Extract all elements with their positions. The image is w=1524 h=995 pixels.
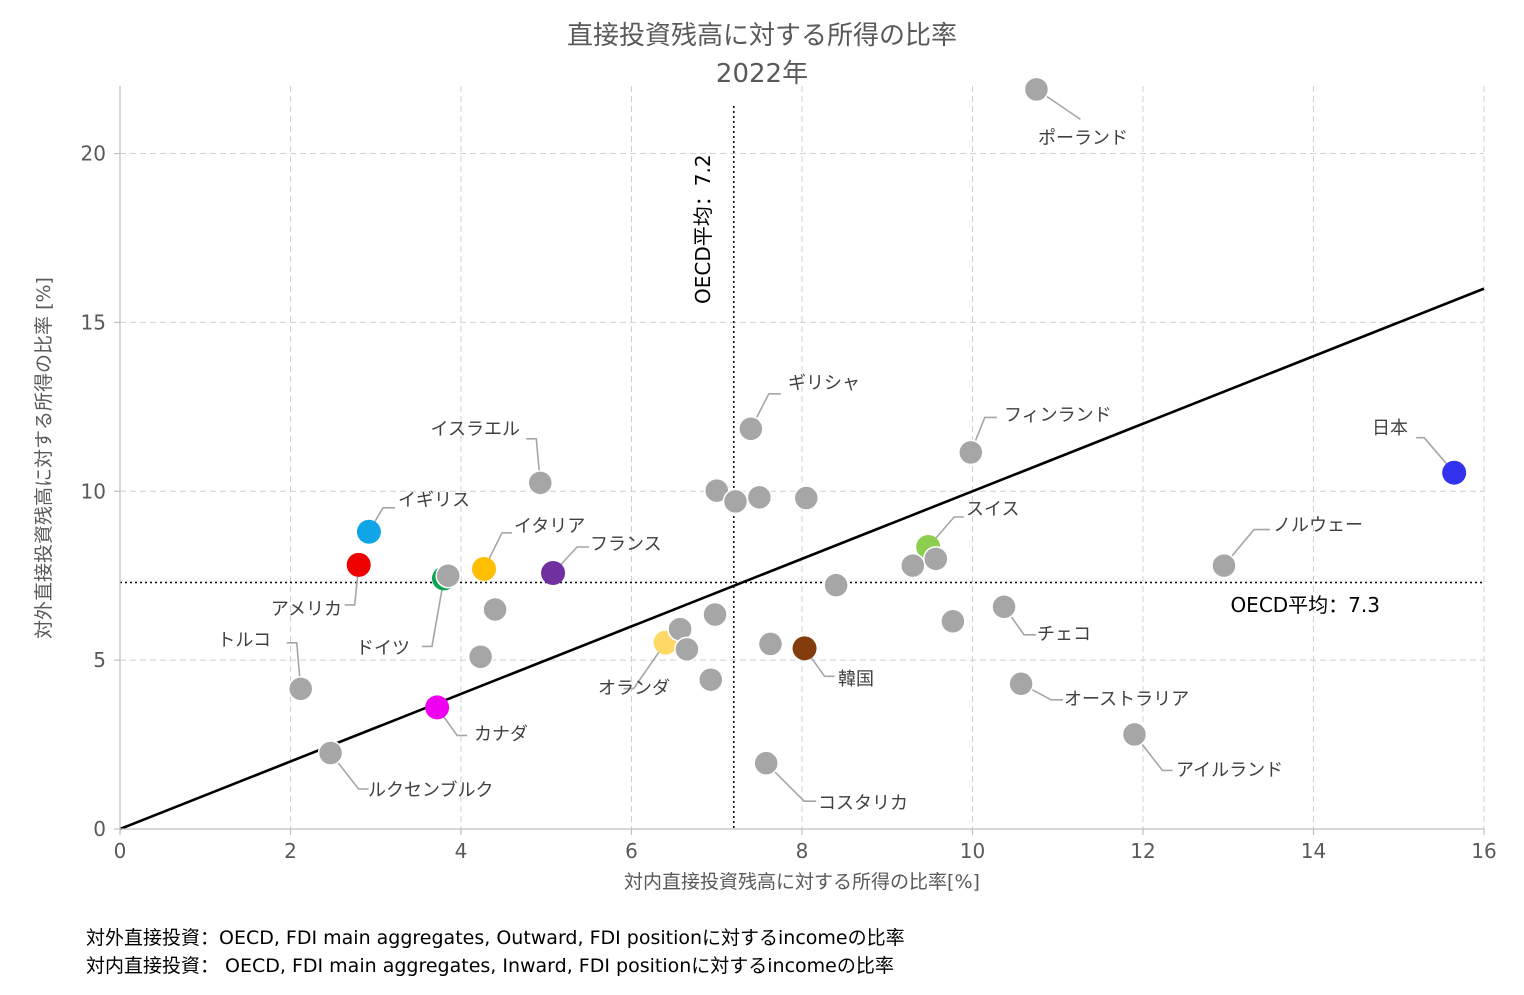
leader-イタリア	[483, 532, 513, 570]
point-unlabeled	[482, 596, 508, 623]
point-unlabeled	[923, 546, 949, 572]
point-label-ルクセンブルク: ルクセンブルク	[368, 779, 493, 801]
point-イギリス	[356, 519, 381, 544]
y-average-label: OECD平均：7.3	[1230, 593, 1380, 617]
leader-日本	[1416, 436, 1455, 474]
point-label-コスタリカ: コスタリカ	[818, 793, 908, 814]
point-label-ポーランド: ポーランド	[1038, 128, 1128, 149]
point-label-チェコ: チェコ	[1037, 624, 1091, 645]
chart-subtitle: 2022年	[716, 59, 808, 89]
x-axis-label: 対内直接投資残高に対する所得の比率[%]	[624, 871, 980, 893]
point-コスタリカ	[753, 750, 779, 776]
point-label-日本: 日本	[1372, 418, 1408, 439]
point-ギリシャ	[738, 416, 764, 442]
source-notes: 対外直接投資：OECD, FDI main aggregates, Outwar…	[86, 924, 905, 980]
point-unlabeled	[900, 552, 926, 579]
point-label-トルコ: トルコ	[217, 630, 271, 651]
point-フランス	[541, 561, 566, 586]
x-tick-label: 10	[960, 839, 985, 863]
point-韓国	[792, 636, 817, 661]
x-average-label: OECD平均：7.2	[691, 154, 715, 304]
x-tick-label: 0	[114, 839, 127, 863]
point-アイルランド	[1121, 721, 1148, 748]
leader-コスタリカ	[765, 762, 817, 802]
point-unlabeled	[674, 636, 700, 663]
chart-title: 直接投資残高に対する所得の比率	[567, 21, 957, 51]
point-フィンランド	[958, 439, 984, 466]
note-outward: 対外直接投資：OECD, FDI main aggregates, Outwar…	[86, 927, 905, 949]
point-unlabeled	[467, 644, 494, 670]
y-axis-label: 対外直接投資残高に対する所得の比率 [%]	[33, 277, 55, 639]
x-tick-label: 8	[796, 839, 809, 863]
point-unlabeled	[793, 485, 820, 511]
point-unlabeled	[757, 631, 784, 657]
point-ノルウェー	[1211, 552, 1237, 579]
point-オーストラリア	[1008, 671, 1034, 697]
leader-ギリシャ	[750, 392, 781, 430]
point-label-フランス: フランス	[590, 534, 662, 555]
point-label-オランダ: オランダ	[598, 678, 670, 699]
point-label-ギリシャ: ギリシャ	[788, 373, 860, 394]
leader-ルクセンブルク	[329, 752, 369, 790]
y-tick-label: 15	[81, 310, 106, 334]
x-tick-label: 2	[284, 839, 297, 863]
point-label-アイルランド: アイルランド	[1176, 760, 1283, 781]
point-unlabeled	[722, 488, 749, 515]
reference-line	[119, 287, 1485, 831]
y-tick-label: 20	[81, 142, 106, 166]
point-カナダ	[425, 695, 450, 720]
grid	[120, 86, 1485, 829]
axes: 0 2 4 6 8 10 12 14 16 0 5 10 15 20	[81, 86, 1497, 863]
leader-イスラエル	[526, 438, 542, 483]
x-tick-label: 12	[1130, 839, 1155, 863]
point-label-韓国: 韓国	[838, 669, 874, 690]
point-ポーランド	[1023, 76, 1050, 103]
point-label-オーストラリア: オーストラリア	[1064, 689, 1189, 710]
point-unlabeled	[823, 572, 849, 598]
data-points	[287, 76, 1467, 776]
average-lines: OECD平均：7.2 OECD平均：7.3	[120, 106, 1484, 829]
point-label-カナダ: カナダ	[474, 724, 528, 745]
x-tick-label: 6	[625, 839, 638, 863]
point-日本	[1442, 460, 1467, 485]
x-tick-label: 14	[1301, 839, 1326, 863]
leader-ドイツ	[421, 578, 445, 648]
leader-トルコ	[286, 642, 302, 689]
point-label-ドイツ: ドイツ	[356, 638, 410, 659]
leader-アイルランド	[1133, 733, 1173, 772]
point-unlabeled	[702, 601, 728, 628]
point-unlabeled	[435, 562, 461, 589]
y-tick-label: 5	[93, 648, 106, 672]
point-label-アメリカ: アメリカ	[271, 599, 342, 620]
point-unlabeled	[940, 608, 966, 635]
leader-ノルウェー	[1223, 528, 1270, 567]
note-inward: 対内直接投資： OECD, FDI main aggregates, Inwar…	[86, 955, 894, 977]
point-アメリカ	[346, 552, 371, 577]
x-tick-label: 16	[1471, 839, 1496, 863]
leader-アメリカ	[344, 564, 360, 606]
x-tick-label: 4	[455, 839, 468, 863]
point-label-イタリア: イタリア	[514, 516, 585, 537]
y-tick-label: 10	[81, 479, 106, 503]
point-unlabeled	[698, 666, 724, 693]
point-イタリア	[472, 556, 497, 581]
y-tick-label: 0	[93, 817, 106, 841]
leader-スイス	[927, 516, 965, 548]
point-label-イスラエル: イスラエル	[431, 419, 520, 440]
point-label-スイス: スイス	[966, 499, 1019, 520]
point-label-フィンランド: フィンランド	[1004, 405, 1112, 426]
point-label-イギリス: イギリス	[398, 490, 470, 511]
point-チェコ	[991, 594, 1017, 620]
point-ルクセンブルク	[317, 740, 344, 766]
point-トルコ	[287, 676, 314, 702]
leader-オランダ	[623, 642, 667, 690]
point-イスラエル	[527, 470, 554, 496]
trend-line	[119, 287, 1485, 831]
point-unlabeled	[746, 484, 773, 511]
point-label-ノルウェー: ノルウェー	[1273, 515, 1363, 536]
